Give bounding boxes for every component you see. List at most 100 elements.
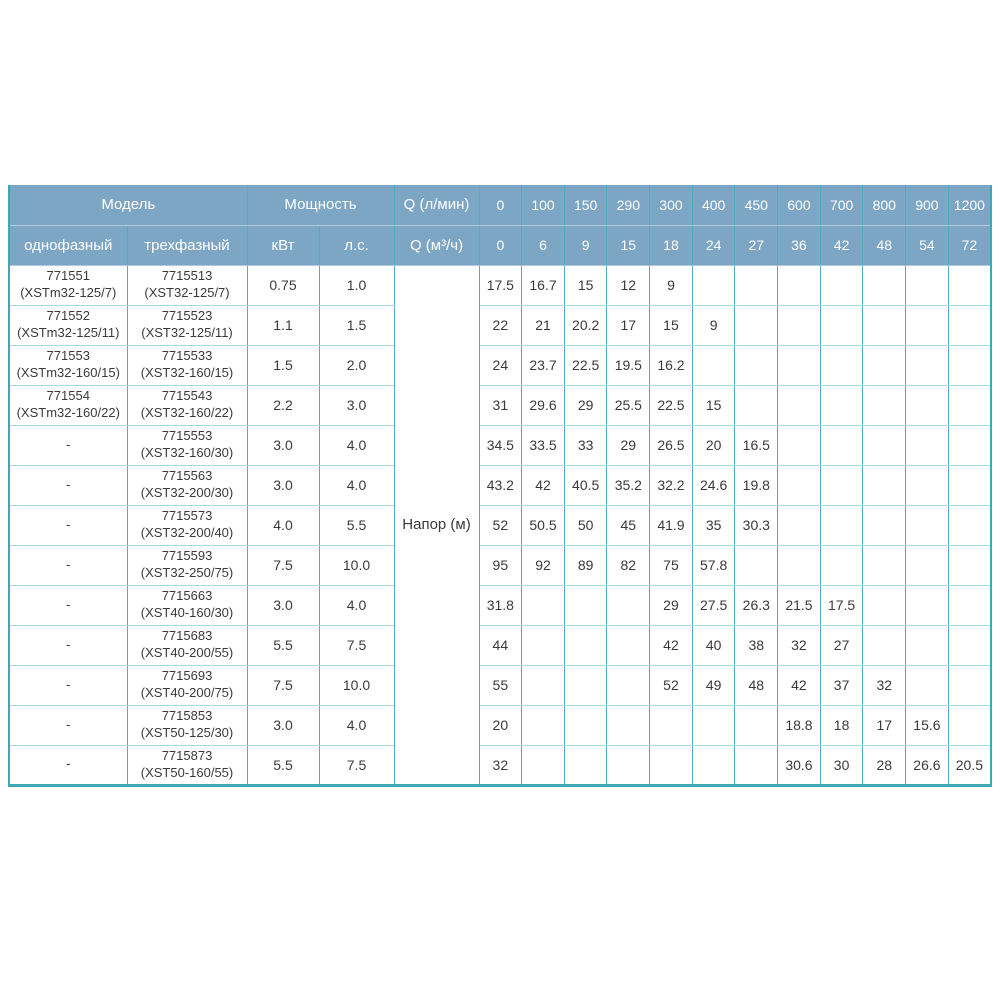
power-hp: 3.0 (318, 384, 395, 426)
head-value-cell (905, 544, 949, 586)
head-value-cell (819, 424, 864, 466)
head-value-cell: 31.8 (478, 584, 523, 626)
head-value-cell (691, 264, 736, 306)
head-value-cell: 35 (691, 504, 736, 546)
head-value-cell (862, 584, 907, 626)
head-value-cell (734, 344, 779, 386)
q-lmin-value: 150 (563, 185, 608, 226)
head-value-cell: 21 (521, 304, 565, 346)
three-phase-model: 7715693 (XST40-200/75) (126, 664, 248, 706)
head-value-cell: 49 (691, 664, 736, 706)
head-value-cell (734, 744, 779, 786)
q-m3h-value: 72 (947, 224, 992, 266)
q-m3h-value: 36 (777, 224, 821, 266)
head-value-cell: 35.2 (606, 464, 651, 506)
head-value-cell: 9 (691, 304, 736, 346)
header-row-1: Модель Мощность Q (л/мин) 0 100 150 290 300 4… (8, 185, 992, 226)
head-value-cell: 43.2 (478, 464, 523, 506)
q-m3h-value: 54 (905, 224, 949, 266)
head-value-cell (905, 504, 949, 546)
q-lmin-value: 400 (691, 185, 736, 226)
three-phase-model: 7715523 (XST32-125/11) (126, 304, 248, 346)
head-value-cell: 22.5 (563, 344, 608, 386)
head-value-cell: 15 (691, 384, 736, 426)
head-value-cell: 23.7 (521, 344, 565, 386)
head-value-cell (521, 664, 565, 706)
table-row: 771554 (XSTm32-160/22) 7715543 (XST32-160… (8, 384, 992, 426)
q-lmin-value: 600 (777, 185, 821, 226)
head-value-cell (563, 704, 608, 746)
head-value-cell: 30.6 (777, 744, 821, 786)
head-value-cell: 25.5 (606, 384, 651, 426)
q-m3h-value: 48 (862, 224, 907, 266)
head-value-cell: 41.9 (649, 504, 693, 546)
head-value-cell (862, 504, 907, 546)
head-value-cell: 92 (521, 544, 565, 586)
head-value-cell (777, 464, 821, 506)
head-value-cell: 20 (691, 424, 736, 466)
head-value-cell: 16.2 (649, 344, 693, 386)
single-phase-model: - (8, 744, 128, 786)
single-phase-model: - (8, 664, 128, 706)
head-value-cell (649, 744, 693, 786)
head-value-cell (947, 624, 992, 666)
power-hp: 7.5 (318, 744, 395, 786)
head-value-cell (905, 624, 949, 666)
head-value-cell (734, 384, 779, 426)
single-phase-header: однофазный (8, 224, 128, 266)
head-value-cell: 55 (478, 664, 523, 706)
head-value-cell (905, 304, 949, 346)
q-m3h-value: 0 (478, 224, 523, 266)
head-value-cell (521, 584, 565, 626)
power-kw: 3.0 (246, 464, 320, 506)
q-lmin-value: 290 (606, 185, 651, 226)
head-value-cell: 29 (649, 584, 693, 626)
table-row: 771552 (XSTm32-125/11) 7715523 (XST32-125… (8, 304, 992, 346)
single-phase-model: 771554 (XSTm32-160/22) (8, 384, 128, 426)
head-value-cell (905, 384, 949, 426)
q-m3h-value: 42 (819, 224, 864, 266)
power-hp: 7.5 (318, 624, 395, 666)
head-value-cell (649, 704, 693, 746)
table-row: -7715873 (XST50-160/55) 5.5 7.5 32 30.6 30 28 2… (8, 744, 992, 786)
head-value-cell: 82 (606, 544, 651, 586)
head-value-cell (734, 304, 779, 346)
head-value-cell: 32 (777, 624, 821, 666)
head-value-cell (606, 664, 651, 706)
power-hp: 4.0 (318, 584, 395, 626)
head-value-cell: 44 (478, 624, 523, 666)
table-row: -7715693 (XST40-200/75) 7.5 10.0 55 52 49 48 42… (8, 664, 992, 706)
q-m3h-value: 6 (521, 224, 565, 266)
head-value-cell: 19.5 (606, 344, 651, 386)
head-value-cell (691, 344, 736, 386)
head-value-cell: 27 (819, 624, 864, 666)
head-value-cell (947, 504, 992, 546)
head-value-cell: 32 (478, 744, 523, 786)
header-row-2: однофазный трехфазный кВт л.с. Q (м³/ч) … (8, 224, 992, 266)
q-lmin-value: 100 (521, 185, 565, 226)
head-value-cell: 15 (563, 264, 608, 306)
head-value-cell (734, 544, 779, 586)
table-row: -7715853 (XST50-125/30) 3.0 4.0 20 18.8 18 17 1… (8, 704, 992, 746)
head-value-cell (862, 624, 907, 666)
head-value-cell (862, 344, 907, 386)
three-phase-model: 7715573 (XST32-200/40) (126, 504, 248, 546)
power-kw: 2.2 (246, 384, 320, 426)
head-value-cell (905, 664, 949, 706)
head-value-cell: 50 (563, 504, 608, 546)
head-value-cell: 22 (478, 304, 523, 346)
head-value-cell (905, 264, 949, 306)
power-hp: 1.5 (318, 304, 395, 346)
pump-spec-table: Модель Мощность Q (л/мин) 0 100 150 290 300 4… (8, 185, 992, 787)
q-m3h-value: 24 (691, 224, 736, 266)
model-header: Модель (8, 185, 248, 226)
head-value-cell (947, 584, 992, 626)
head-value-cell: 38 (734, 624, 779, 666)
head-value-cell (947, 344, 992, 386)
head-value-cell: 26.6 (905, 744, 949, 786)
head-value-cell: 42 (649, 624, 693, 666)
power-hp: 10.0 (318, 544, 395, 586)
head-value-cell: 16.7 (521, 264, 565, 306)
head-value-cell: 34.5 (478, 424, 523, 466)
head-value-cell (905, 464, 949, 506)
